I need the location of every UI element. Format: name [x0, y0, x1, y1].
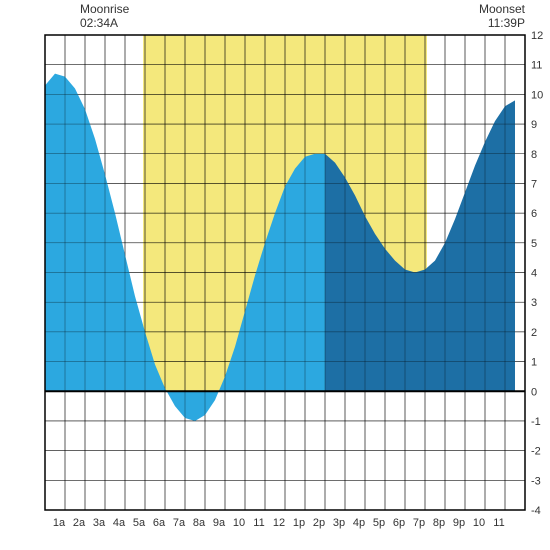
x-tick-label: 4a [113, 517, 126, 529]
y-tick-label: 5 [531, 238, 537, 250]
moonrise-label: Moonrise 02:34A [80, 2, 129, 30]
y-tick-label: 8 [531, 149, 537, 161]
y-tick-label: -4 [531, 505, 541, 517]
x-tick-label: 11 [493, 517, 504, 529]
x-tick-label: 4p [353, 517, 365, 529]
x-tick-label: 12 [273, 517, 285, 529]
x-tick-label: 3p [333, 517, 345, 529]
x-tick-label: 10 [473, 517, 485, 529]
x-tick-label: 3a [93, 517, 106, 529]
y-tick-label: 6 [531, 208, 537, 220]
chart-svg: -4-3-2-101234567891011121a2a3a4a5a6a7a8a… [0, 0, 550, 550]
x-tick-label: 1p [293, 517, 305, 529]
x-tick-label: 9a [213, 517, 226, 529]
x-tick-label: 10 [233, 517, 245, 529]
y-tick-label: 10 [531, 89, 543, 101]
y-tick-label: 4 [531, 268, 537, 280]
y-tick-label: -3 [531, 475, 541, 487]
tide-chart: Moonrise 02:34A Moonset 11:39P -4 -3 -2 -1 0… [0, 0, 550, 550]
moonset-time: 11:39P [479, 16, 525, 30]
x-tick-label: 8p [433, 517, 445, 529]
x-tick-label: 5a [133, 517, 146, 529]
x-tick-label: 11 [253, 517, 264, 529]
y-tick-label: -2 [531, 446, 541, 458]
x-tick-label: 7p [413, 517, 425, 529]
moonset-label: Moonset 11:39P [479, 2, 525, 30]
y-tick-label: 1 [531, 357, 537, 369]
y-tick-label: 12 [531, 30, 543, 42]
y-tick-label: 3 [531, 297, 537, 309]
y-tick-label: 7 [531, 178, 537, 190]
y-tick-label: -1 [531, 416, 541, 428]
x-tick-label: 1a [53, 517, 66, 529]
y-tick-label: 9 [531, 119, 537, 131]
x-tick-label: 7a [173, 517, 186, 529]
x-tick-label: 6p [393, 517, 405, 529]
moonrise-title: Moonrise [80, 2, 129, 16]
x-tick-label: 9p [453, 517, 465, 529]
x-tick-label: 6a [153, 517, 166, 529]
y-tick-label: 2 [531, 327, 537, 339]
moonrise-time: 02:34A [80, 16, 129, 30]
y-tick-label: 0 [531, 386, 537, 398]
x-tick-label: 2a [73, 517, 86, 529]
x-tick-label: 2p [313, 517, 325, 529]
x-tick-label: 5p [373, 517, 385, 529]
y-tick-label: 11 [531, 60, 542, 72]
moonset-title: Moonset [479, 2, 525, 16]
x-tick-label: 8a [193, 517, 206, 529]
